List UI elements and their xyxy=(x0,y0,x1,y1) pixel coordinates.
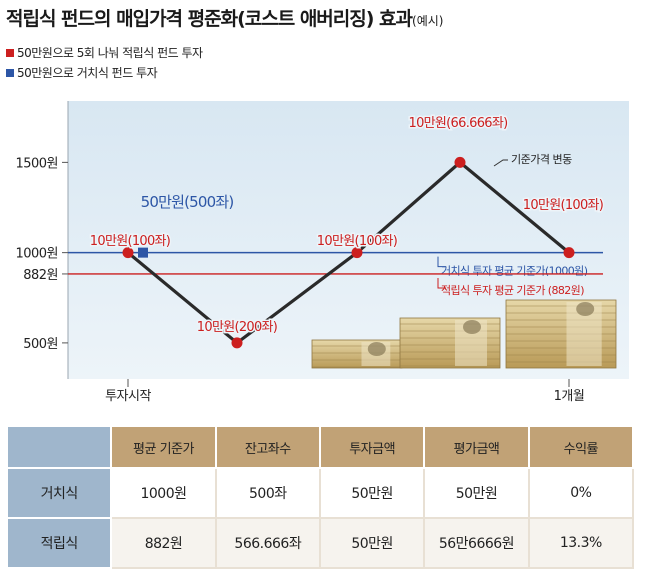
table-header: 평가금액 xyxy=(423,425,530,469)
legend-item-installment: 50만원으로 5회 나눠 적립식 펀드 투자 xyxy=(6,44,203,61)
y-tick-label: 1500원 xyxy=(15,156,58,171)
data-point xyxy=(231,337,243,349)
table-cell: 50만원 xyxy=(318,517,426,569)
table-header: 잔고좌수 xyxy=(214,425,321,469)
data-point xyxy=(563,247,575,259)
data-label: 10만원(200좌) xyxy=(197,320,277,335)
chart-title-sub: (예시) xyxy=(412,14,444,28)
annotation-leader xyxy=(493,159,508,167)
reference-line-label: 적립식 투자 평균 기준가 (882원) xyxy=(441,284,584,297)
chart-marks: 거치식 투자 평균 기준가(1000원) 적립식 투자 평균 기준가 (882원)… xyxy=(68,115,605,349)
money-portrait-icon xyxy=(463,320,481,334)
table-corner xyxy=(5,425,113,469)
table-row: 적립식 882원 566.666좌 50만원 56만6666원 13.3% xyxy=(5,517,635,569)
table-cell: 50만원 xyxy=(423,467,530,519)
table-cell: 566.666좌 xyxy=(214,517,321,569)
reference-line-label: 거치식 투자 평균 기준가(1000원) xyxy=(441,265,588,278)
row-header: 거치식 xyxy=(5,467,113,519)
table-cell: 500좌 xyxy=(214,467,321,519)
table-row: 거치식 1000원 500좌 50만원 50만원 0% xyxy=(5,467,635,519)
legend-label: 50만원으로 거치식 펀드 투자 xyxy=(17,66,158,80)
chart-title: 적립식 펀드의 매입가격 평준화(코스트 애버리징) 효과(예시) xyxy=(6,4,443,31)
table-cell: 13.3% xyxy=(527,517,635,569)
data-label: 10만원(100좌) xyxy=(523,198,603,213)
reference-leader xyxy=(437,277,446,289)
money-stack-illustration xyxy=(311,299,617,369)
legend-swatch-blue xyxy=(6,69,14,77)
line-annotation: 기준가격 변동 xyxy=(511,153,572,166)
money-portrait-icon xyxy=(367,342,386,356)
table-header: 수익률 xyxy=(527,425,635,469)
legend-swatch-red xyxy=(6,49,14,57)
data-point xyxy=(122,247,134,259)
data-label: 10만원(66.666좌) xyxy=(409,116,508,131)
x-tick-label: 투자시작 xyxy=(105,389,151,404)
table-header-row: 평균 기준가 잔고좌수 투자금액 평가금액 수익률 xyxy=(5,425,635,469)
table-cell: 50만원 xyxy=(318,467,426,519)
y-tick-label: 882원 xyxy=(23,268,58,283)
data-point xyxy=(351,247,363,259)
table-cell: 1000원 xyxy=(110,467,217,519)
legend-label: 50만원으로 5회 나눠 적립식 펀드 투자 xyxy=(17,46,203,60)
comparison-table: 평균 기준가 잔고좌수 투자금액 평가금액 수익률 거치식 1000원 500좌… xyxy=(5,425,635,569)
table-cell: 56만6666원 xyxy=(423,517,530,569)
data-label: 10만원(100좌) xyxy=(317,234,397,249)
x-tick-label: 1개월 xyxy=(554,389,585,404)
row-header: 적립식 xyxy=(5,517,113,569)
table-cell: 0% xyxy=(527,467,635,519)
chart-title-main: 적립식 펀드의 매입가격 평준화(코스트 애버리징) 효과 xyxy=(6,8,413,30)
table-header: 평균 기준가 xyxy=(110,425,217,469)
table-cell: 882원 xyxy=(110,517,217,569)
data-point xyxy=(454,156,466,168)
reference-leader xyxy=(437,256,446,268)
money-portrait-icon xyxy=(576,302,595,316)
lump-sum-marker xyxy=(138,247,148,258)
y-tick-label: 1000원 xyxy=(15,247,58,262)
table-header: 투자금액 xyxy=(318,425,426,469)
lump-sum-label: 50만원(500좌) xyxy=(141,193,234,211)
legend-item-lump-sum: 50만원으로 거치식 펀드 투자 xyxy=(6,64,158,81)
y-tick-label: 500원 xyxy=(23,337,58,352)
data-label: 10만원(100좌) xyxy=(90,234,170,249)
